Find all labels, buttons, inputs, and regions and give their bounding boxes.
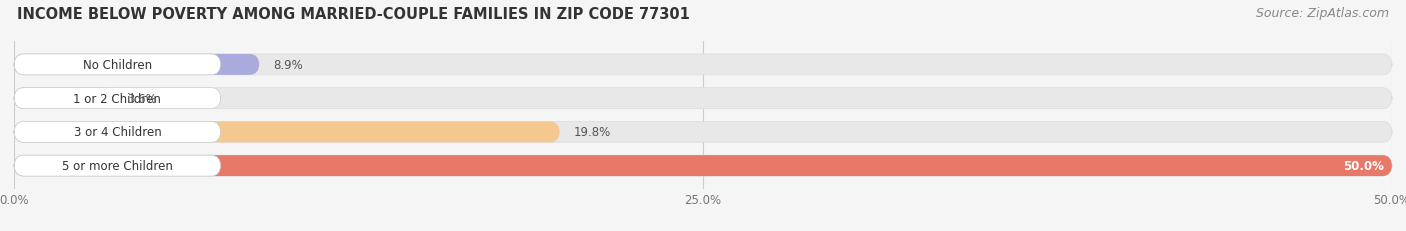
FancyBboxPatch shape [14, 88, 221, 109]
FancyBboxPatch shape [14, 122, 1392, 143]
Text: Source: ZipAtlas.com: Source: ZipAtlas.com [1256, 7, 1389, 20]
FancyBboxPatch shape [14, 88, 1392, 109]
FancyBboxPatch shape [14, 122, 221, 143]
FancyBboxPatch shape [14, 155, 1392, 176]
FancyBboxPatch shape [14, 55, 221, 76]
FancyBboxPatch shape [14, 155, 1392, 176]
FancyBboxPatch shape [14, 122, 560, 143]
Text: INCOME BELOW POVERTY AMONG MARRIED-COUPLE FAMILIES IN ZIP CODE 77301: INCOME BELOW POVERTY AMONG MARRIED-COUPL… [17, 7, 690, 22]
Text: 3 or 4 Children: 3 or 4 Children [73, 126, 162, 139]
Text: 3.6%: 3.6% [127, 92, 157, 105]
Text: 8.9%: 8.9% [273, 59, 302, 72]
FancyBboxPatch shape [14, 88, 114, 109]
Text: No Children: No Children [83, 59, 152, 72]
FancyBboxPatch shape [14, 155, 221, 176]
FancyBboxPatch shape [14, 55, 1392, 76]
Text: 1 or 2 Children: 1 or 2 Children [73, 92, 162, 105]
FancyBboxPatch shape [14, 55, 259, 76]
Text: 5 or more Children: 5 or more Children [62, 159, 173, 172]
Text: 50.0%: 50.0% [1343, 159, 1384, 172]
Text: 19.8%: 19.8% [574, 126, 610, 139]
